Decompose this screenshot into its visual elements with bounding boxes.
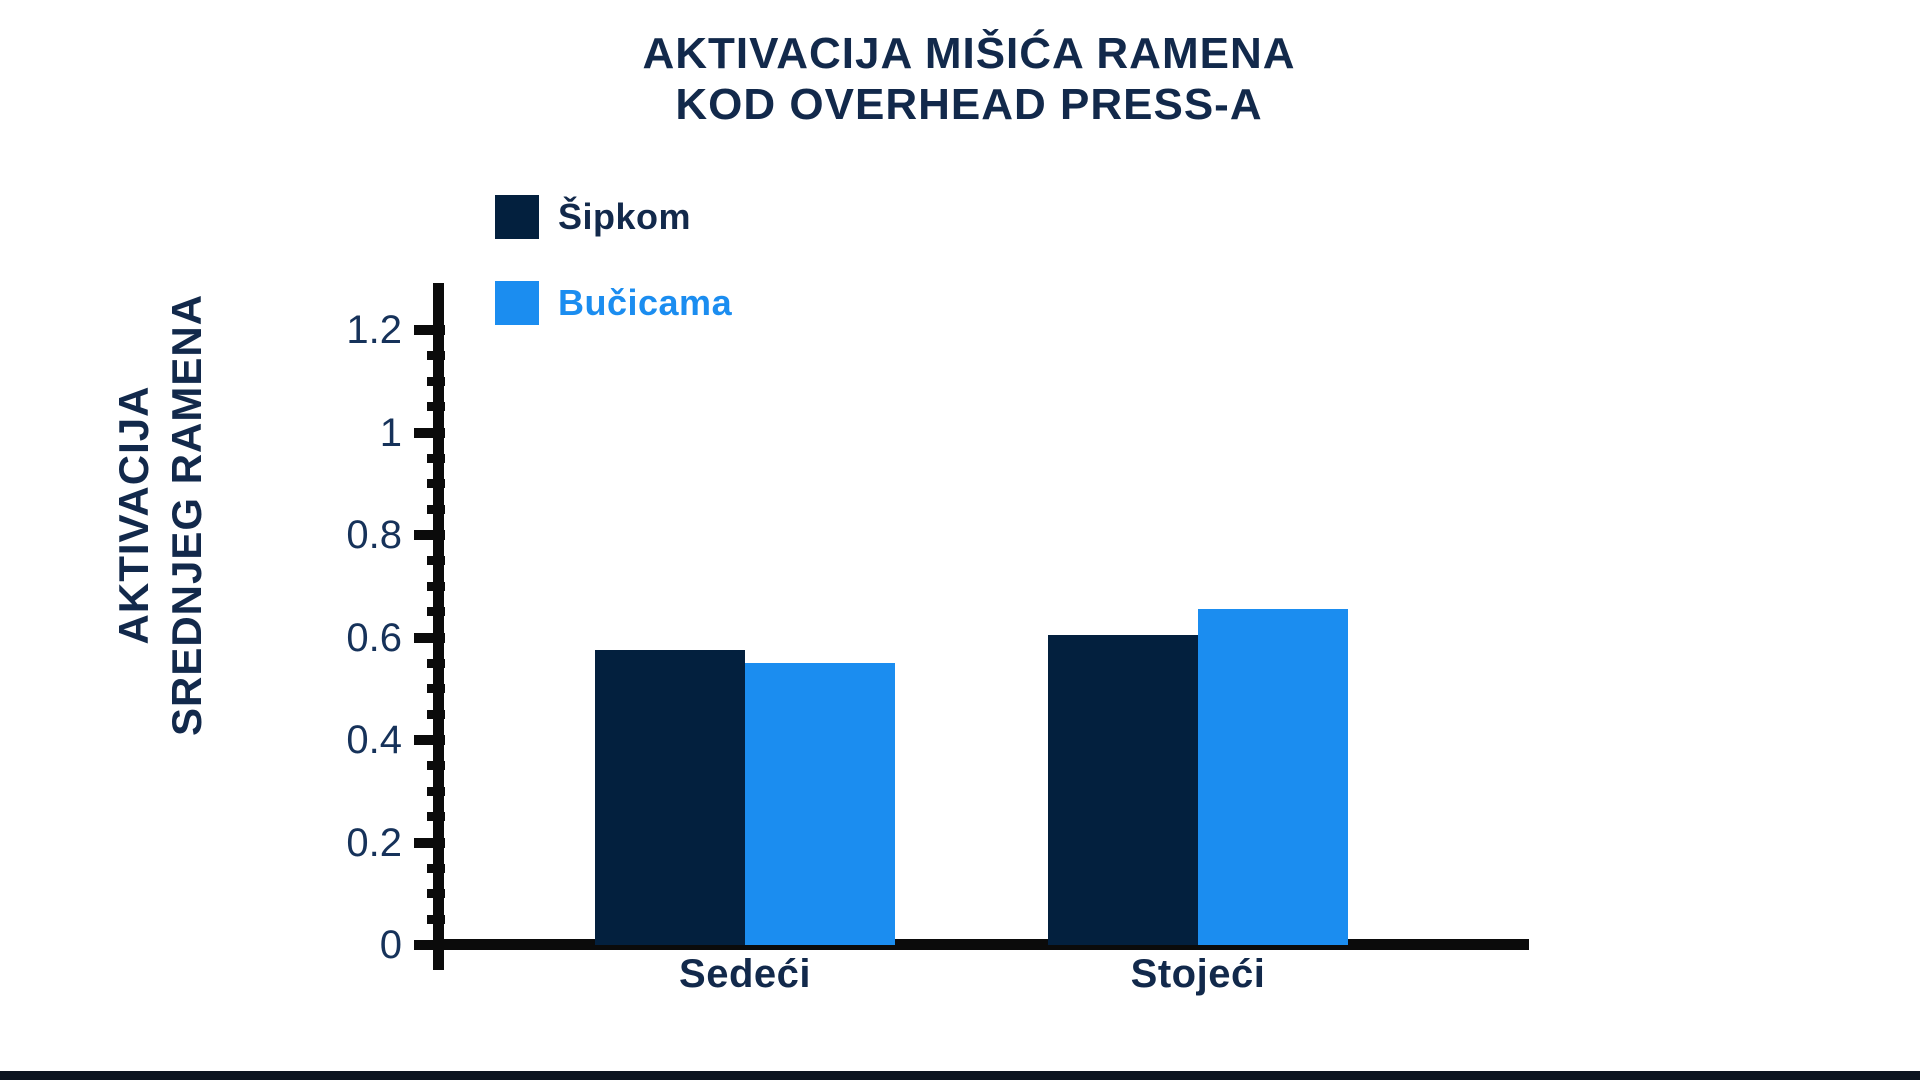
bar-sedeći-bučicama [745, 663, 895, 945]
y-minor-tick [427, 556, 445, 566]
y-minor-tick [427, 658, 445, 668]
x-category-label-stojeci: Stojeći [1130, 952, 1266, 996]
x-category-label-sedeci: Sedeći [679, 952, 811, 996]
y-tick-label: 0.6 [346, 615, 402, 660]
legend-label-sipkom: Šipkom [558, 196, 692, 237]
bar-stojeći-šipkom [1048, 634, 1198, 945]
bar-sedeći-šipkom [595, 650, 745, 945]
y-minor-tick [427, 786, 445, 796]
y-minor-tick [427, 607, 445, 617]
footer-bar [0, 1071, 1920, 1080]
y-minor-tick [427, 863, 445, 873]
y-major-tick [414, 735, 445, 745]
y-tick-label: 1.2 [346, 308, 402, 352]
y-axis-title-line-1: AKTIVACIJA [110, 385, 157, 645]
y-major-tick [414, 940, 445, 950]
y-major-tick [414, 837, 445, 848]
y-axis-line [433, 283, 444, 970]
legend-swatch-bucicama [495, 281, 539, 325]
y-tick-label: 1 [379, 410, 402, 455]
y-minor-tick [427, 351, 445, 361]
y-axis-title: AKTIVACIJA SREDNJEG RAMENA [108, 235, 218, 795]
y-tick-label: 0.8 [346, 513, 402, 557]
chart-title: AKTIVACIJA MIŠIĆA RAMENA KOD OVERHEAD PR… [469, 28, 1469, 130]
y-minor-tick [427, 889, 445, 899]
y-minor-tick [427, 761, 445, 771]
legend-item-bucicama: Bučicama [495, 281, 732, 325]
bar-stojeći-bučicama [1198, 609, 1348, 945]
y-major-tick [414, 427, 445, 438]
y-minor-tick [427, 504, 445, 514]
y-axis-title-line-2: SREDNJEG RAMENA [162, 293, 210, 737]
y-minor-tick [427, 479, 445, 489]
y-minor-tick [427, 684, 445, 694]
y-minor-tick [427, 376, 445, 386]
y-tick-label: 0.4 [346, 718, 402, 762]
y-tick-label: 0 [379, 923, 402, 967]
y-minor-tick [427, 402, 445, 412]
legend-swatch-sipkom [495, 195, 539, 239]
y-major-tick [414, 325, 445, 335]
y-minor-tick [427, 581, 445, 591]
y-tick-label: 0.2 [346, 820, 402, 865]
y-major-tick [414, 632, 445, 643]
y-minor-tick [427, 453, 445, 463]
legend-item-sipkom: Šipkom [495, 195, 691, 239]
y-minor-tick [427, 914, 445, 924]
y-minor-tick [427, 709, 445, 719]
chart-title-line-2: KOD OVERHEAD PRESS-A [675, 80, 1263, 130]
legend-label-bucicama: Bučicama [558, 282, 733, 323]
y-major-tick [414, 530, 445, 540]
y-minor-tick [427, 812, 445, 822]
x-axis-line [433, 939, 1529, 950]
chart-title-line-1: AKTIVACIJA MIŠIĆA RAMENA [642, 29, 1296, 78]
